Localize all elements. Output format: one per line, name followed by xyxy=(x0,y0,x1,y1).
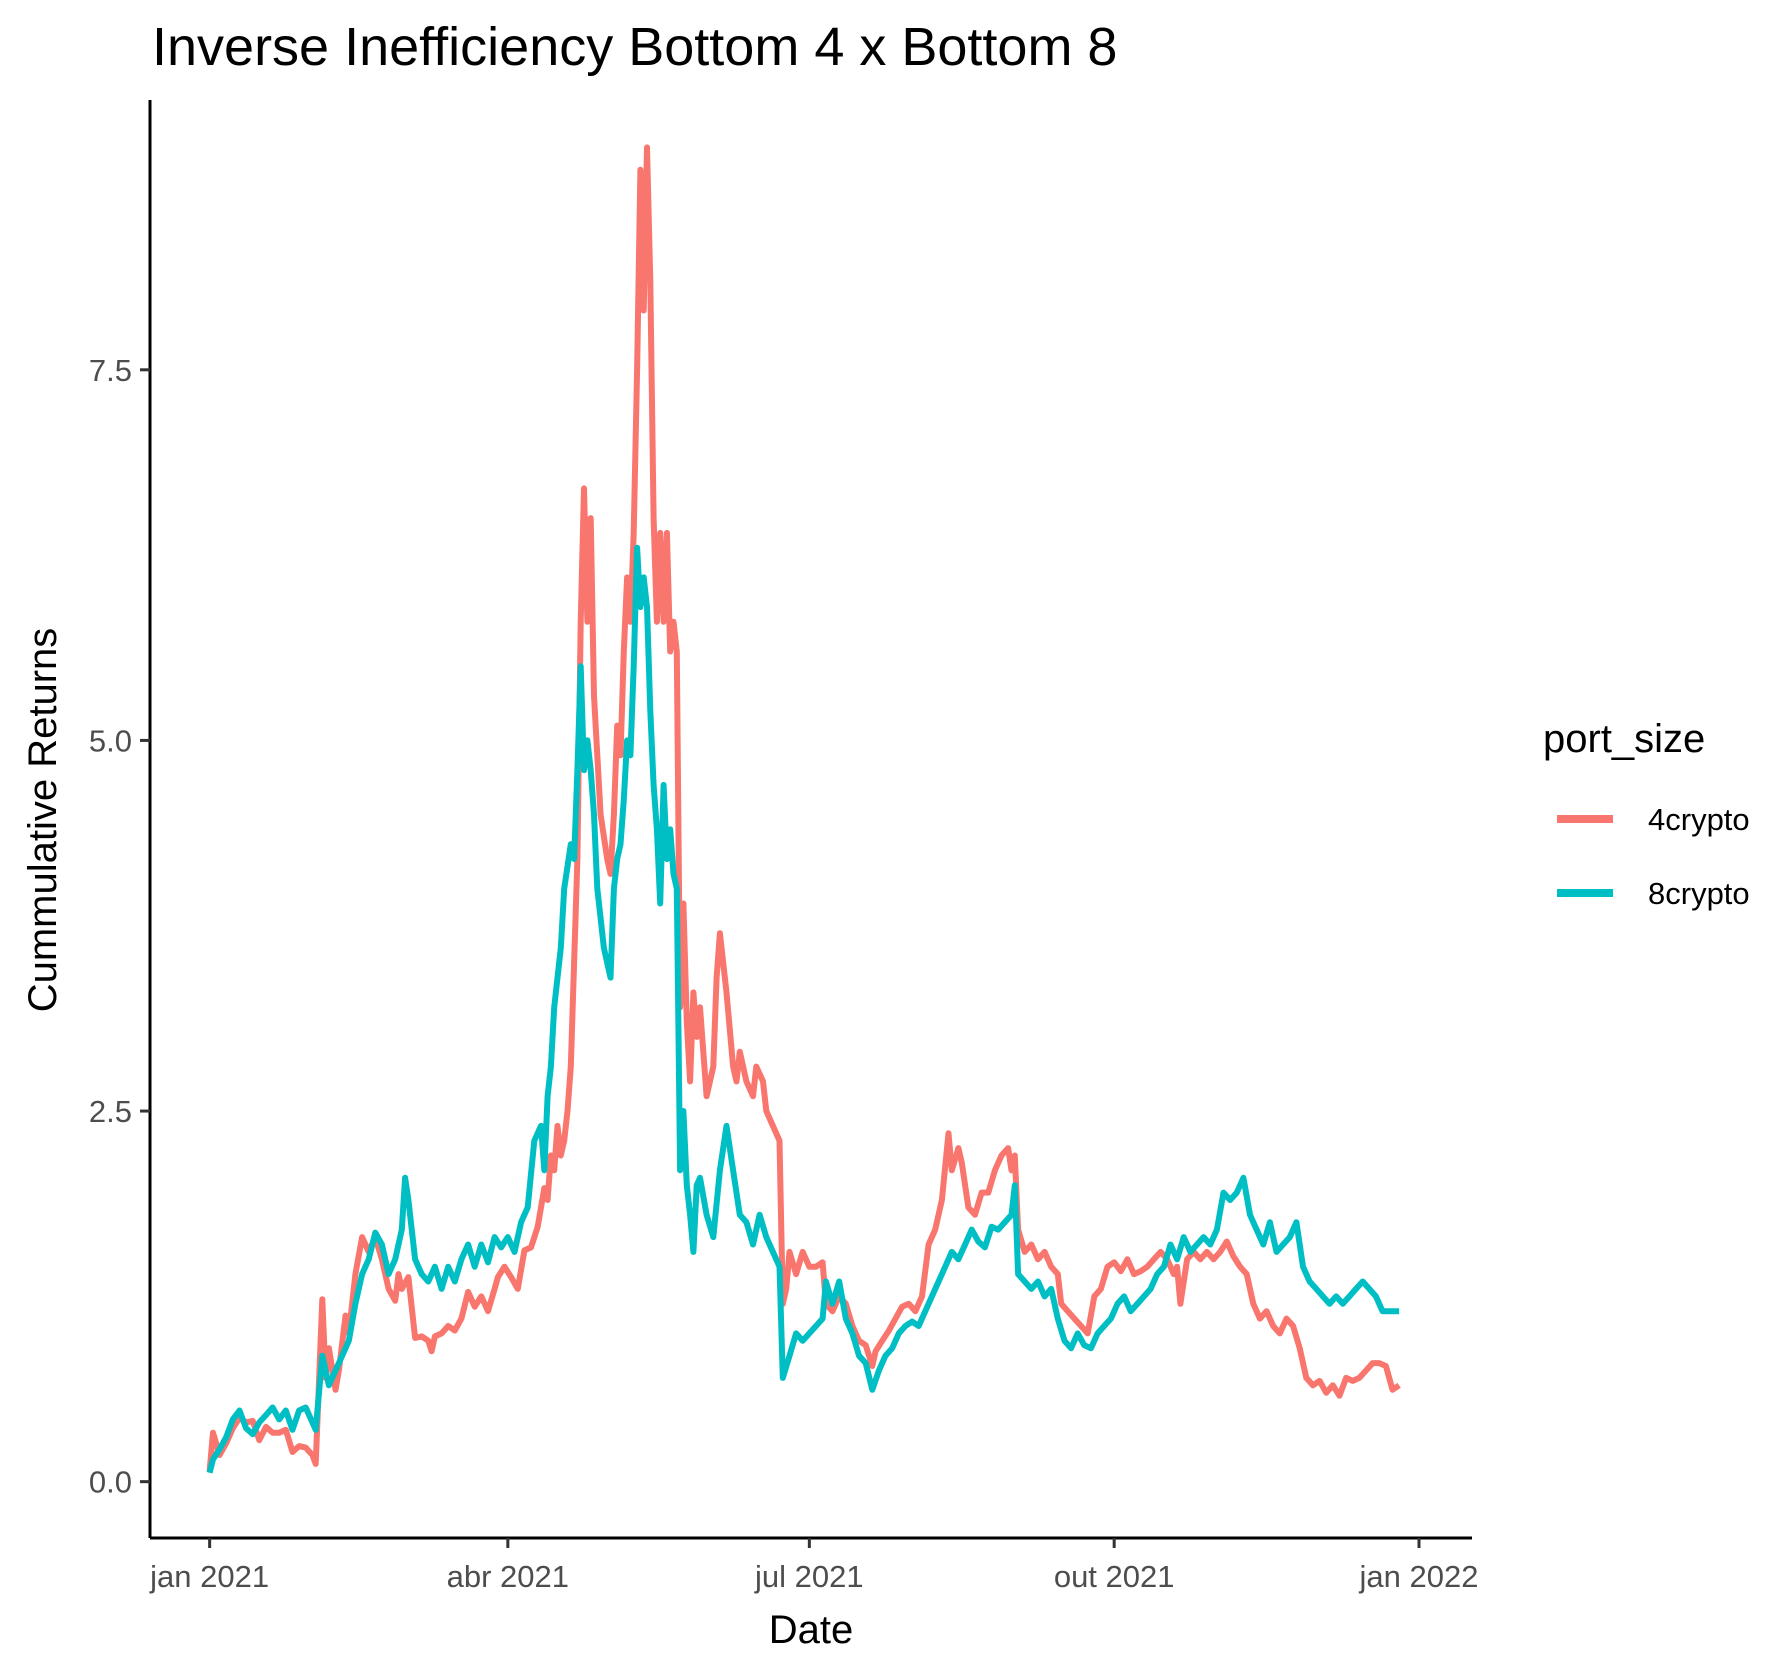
legend-label-1: 8crypto xyxy=(1648,876,1750,911)
x-axis-ticks: jan 2021 abr 2021 jul 2021 out 2021 jan 2022 xyxy=(149,1538,1478,1594)
x-tick-label-0: jan 2021 xyxy=(149,1559,269,1594)
series-lines xyxy=(206,144,1401,1474)
y-tick-label-3: 7.5 xyxy=(89,353,132,388)
x-tick-label-2: jul 2021 xyxy=(754,1559,864,1594)
x-tick-label-4: jan 2022 xyxy=(1359,1559,1479,1594)
legend-title: port_size xyxy=(1543,717,1705,761)
legend-label-0: 4crypto xyxy=(1648,802,1750,837)
series-line-1 xyxy=(206,544,1400,1474)
chart-title: Inverse Inefficiency Bottom 4 x Bottom 8 xyxy=(152,17,1117,77)
x-tick-label-1: abr 2021 xyxy=(447,1559,569,1594)
legend: port_size 4crypto 8crypto xyxy=(1543,717,1750,911)
y-axis-title: Cummulative Returns xyxy=(21,628,65,1013)
y-axis-ticks: 0.0 2.5 5.0 7.5 xyxy=(89,353,150,1500)
y-tick-label-2: 5.0 xyxy=(89,723,132,758)
x-tick-label-3: out 2021 xyxy=(1054,1559,1175,1594)
x-axis-title: Date xyxy=(769,1608,854,1652)
y-tick-label-0: 0.0 xyxy=(89,1465,132,1500)
y-tick-label-1: 2.5 xyxy=(89,1094,132,1129)
legend-items: 4crypto 8crypto xyxy=(1557,802,1750,911)
